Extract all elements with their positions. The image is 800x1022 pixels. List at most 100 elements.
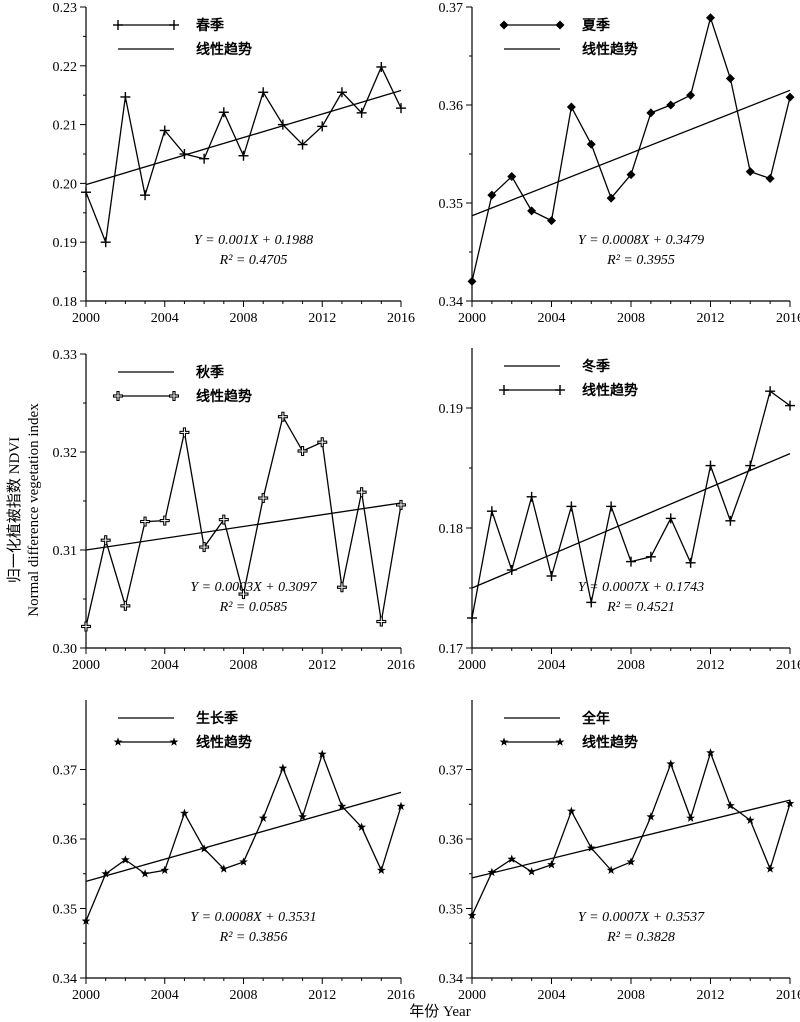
legend-label: 线性趋势 — [582, 41, 638, 58]
legend-label: 生长季 — [196, 710, 238, 727]
data-point — [101, 869, 111, 878]
data-point — [396, 801, 406, 811]
x-tick-label: 2012 — [697, 988, 725, 1003]
data-point — [745, 815, 755, 824]
y-tick-label: 0.18 — [53, 295, 78, 310]
data-point — [566, 501, 577, 512]
y-tick-label: 0.23 — [53, 1, 78, 16]
y-tick-label: 0.22 — [53, 60, 78, 75]
data-point — [686, 90, 696, 100]
x-tick-label: 2000 — [72, 988, 100, 1003]
x-tick-label: 2008 — [230, 311, 258, 326]
legend-marker — [499, 385, 509, 395]
r-squared: R² = 0.3828 — [606, 930, 675, 945]
data-point — [140, 869, 150, 878]
trend-equation: Y = 0.0003X + 0.3097 — [190, 580, 317, 595]
y-tick-label: 0.37 — [439, 1, 464, 16]
trend-equation: Y = 0.001X + 0.1988 — [194, 233, 313, 248]
legend-marker — [499, 737, 509, 746]
r-squared: R² = 0.4521 — [606, 600, 675, 615]
legend-label: 夏季 — [582, 17, 610, 34]
y-tick-label: 0.35 — [439, 197, 464, 212]
legend-marker — [113, 20, 123, 30]
data-point — [258, 87, 269, 98]
x-tick-label: 2008 — [617, 658, 645, 673]
data-point — [356, 487, 367, 498]
data-point — [507, 172, 517, 182]
x-axis-label: 年份 Year — [409, 1003, 470, 1020]
data-point — [646, 812, 656, 821]
x-tick-label: 2004 — [538, 311, 566, 326]
legend-entry-series: 春季 — [113, 17, 224, 34]
data-point — [527, 867, 536, 876]
data-point — [685, 557, 696, 568]
x-tick-label: 2016 — [776, 988, 800, 1003]
data-point — [706, 748, 715, 757]
data-point — [706, 13, 715, 23]
data-point — [725, 515, 736, 526]
x-tick-label: 2000 — [72, 311, 100, 326]
data-point — [686, 813, 695, 822]
y-tick-label: 0.37 — [53, 764, 78, 779]
data-point — [199, 844, 209, 853]
data-point — [317, 437, 328, 448]
data-point — [120, 600, 131, 611]
data-point — [100, 535, 111, 546]
legend-entry-trend: 生长季 — [118, 710, 238, 727]
data-point — [785, 92, 795, 102]
trend-line — [471, 89, 791, 217]
legend-label: 春季 — [195, 17, 224, 34]
data-point — [666, 759, 676, 768]
x-tick-label: 2008 — [230, 988, 258, 1003]
y-tick-label: 0.36 — [439, 99, 464, 114]
data-point — [665, 513, 676, 524]
y-axis-label-en: Normal difference vegetation index — [26, 403, 42, 617]
data-point — [238, 150, 249, 161]
x-tick-label: 2004 — [538, 658, 566, 673]
data-point — [277, 411, 288, 422]
r-squared: R² = 0.4705 — [219, 253, 288, 268]
r-squared: R² = 0.3856 — [219, 930, 288, 945]
data-point — [765, 864, 775, 873]
series-line — [471, 750, 791, 916]
data-point — [238, 589, 249, 600]
data-point — [705, 460, 716, 471]
y-tick-label: 0.33 — [53, 348, 78, 363]
data-point — [486, 506, 497, 517]
data-point — [606, 501, 617, 512]
x-tick-label: 2012 — [308, 658, 336, 673]
data-point — [218, 107, 229, 118]
legend-entry-series: 线性趋势 — [499, 382, 638, 399]
data-point — [81, 187, 91, 198]
data-point — [357, 822, 366, 831]
x-tick-label: 2004 — [538, 988, 566, 1003]
legend-marker — [169, 737, 179, 746]
legend-marker — [555, 737, 565, 746]
data-point — [646, 108, 656, 118]
y-tick-label: 0.36 — [53, 833, 78, 848]
y-tick-label: 0.34 — [439, 295, 464, 310]
data-point — [546, 571, 557, 581]
data-point — [626, 857, 636, 866]
data-point — [239, 857, 248, 866]
data-point — [100, 237, 111, 248]
data-point — [645, 551, 656, 562]
legend-entry-series: 线性趋势 — [113, 388, 252, 405]
x-tick-label: 2000 — [72, 658, 100, 673]
data-point — [626, 556, 636, 567]
x-tick-label: 2008 — [230, 658, 258, 673]
data-point — [258, 493, 269, 504]
legend-marker — [555, 385, 565, 395]
data-point — [487, 867, 497, 877]
data-point — [297, 139, 308, 150]
x-tick-label: 2016 — [387, 311, 415, 326]
x-tick-label: 2012 — [697, 311, 725, 326]
data-point — [159, 515, 170, 526]
legend-marker — [169, 20, 179, 30]
data-point — [725, 74, 735, 84]
legend-marker — [499, 20, 509, 30]
y-tick-label: 0.30 — [53, 642, 78, 657]
y-tick-label: 0.21 — [53, 119, 78, 134]
data-point — [606, 865, 616, 874]
y-axis-label-zh: 归一化植被指数 NDVI — [6, 437, 23, 583]
